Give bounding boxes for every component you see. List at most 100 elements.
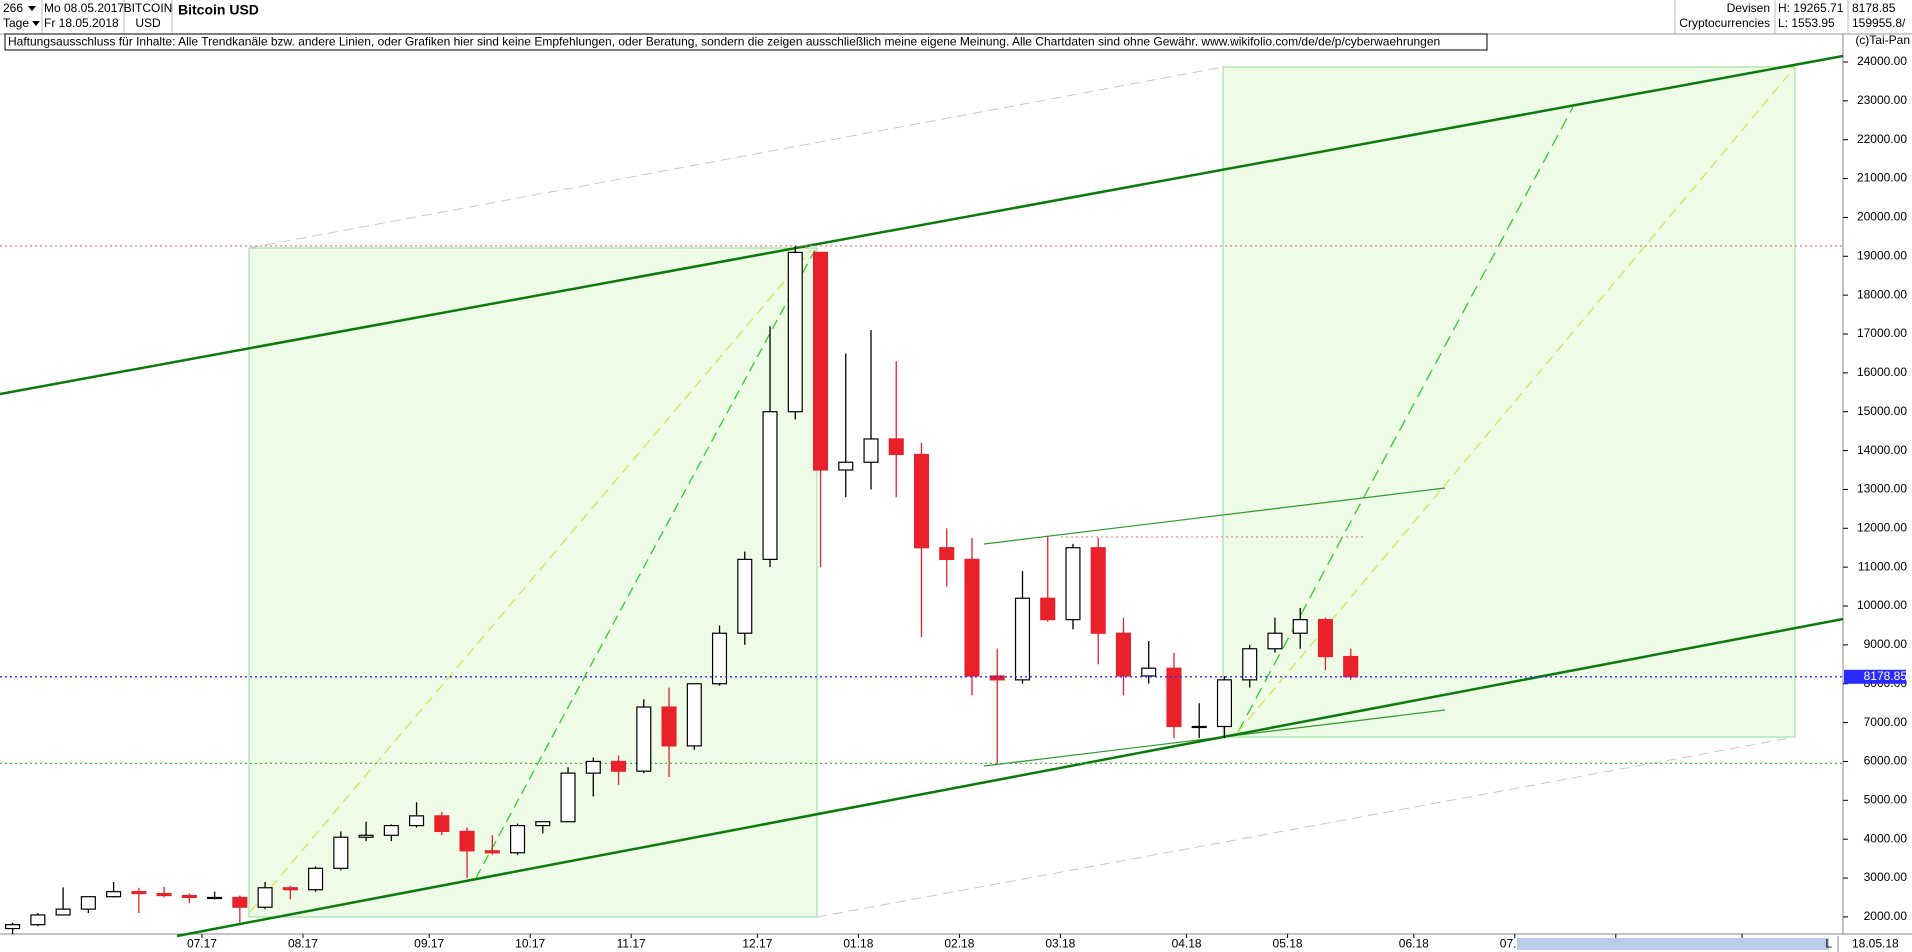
candle-body (156, 892, 172, 897)
projection-box (1222, 66, 1796, 738)
y-tick-label: 22000.00 (1857, 132, 1907, 146)
candle-body (5, 924, 21, 930)
y-tick-label: 15000.00 (1857, 404, 1907, 418)
candle-body (610, 760, 627, 772)
candle-body (308, 867, 324, 891)
dropdown-arrow[interactable] (28, 6, 36, 11)
candle-body (888, 438, 904, 456)
candle-body (1141, 667, 1157, 677)
dropdown-arrow[interactable] (32, 21, 40, 26)
candle-body (711, 632, 728, 685)
last-price-box (1844, 669, 1906, 684)
y-tick-label: 10000.00 (1857, 598, 1907, 612)
candle-body (913, 453, 930, 549)
candle-body (939, 547, 955, 560)
x-tick-label: 06.18 (1399, 937, 1429, 951)
y-tick-label: 12000.00 (1857, 520, 1907, 534)
candle-body (812, 251, 829, 471)
candle-body (484, 850, 500, 854)
candle-body (510, 824, 526, 854)
candle-body (1216, 679, 1233, 728)
date-to: Fr 18.05.2018 (44, 16, 119, 30)
chart-title: Bitcoin USD (178, 2, 259, 18)
candle-body (232, 896, 248, 908)
x-tick-label: 11.17 (617, 937, 646, 951)
candle-body (585, 760, 601, 774)
copyright: (c)Tai-Pan (1855, 33, 1910, 47)
period[interactable]: Tage (3, 16, 29, 30)
y-tick-label: 5000.00 (1864, 792, 1908, 806)
low: L: 1553.95 (1778, 16, 1835, 30)
dashed-line (475, 249, 816, 879)
y-tick-label: 13000.00 (1857, 482, 1907, 496)
y-tick-label: 24000.00 (1857, 54, 1907, 68)
candle-body (560, 772, 576, 823)
trend-line (983, 487, 1446, 545)
candle-body (257, 887, 273, 908)
symbol: BITCOIN (124, 1, 173, 15)
candle-body (661, 706, 677, 747)
candle-body (1191, 725, 1207, 729)
y-tick-label: 6000.00 (1864, 754, 1908, 768)
header-bar (0, 0, 1912, 34)
candle-body (1115, 632, 1132, 677)
candle-body (737, 558, 753, 634)
candle-body (333, 836, 349, 869)
x-tick-label: 05.18 (1273, 937, 1303, 951)
scrollbar[interactable] (1517, 938, 1829, 950)
dashed-line (249, 249, 812, 913)
y-tick-label: 19000.00 (1857, 248, 1907, 262)
x-tick-label: 09.17 (414, 937, 444, 951)
x-tick-label: 04.18 (1172, 937, 1202, 951)
candle-body (459, 830, 475, 852)
projection-box (248, 247, 818, 918)
count[interactable]: 266 (3, 1, 23, 15)
footer-date: 18.05.18 (1852, 937, 1899, 951)
candle-body (1014, 597, 1031, 681)
y-tick-label: 23000.00 (1857, 93, 1907, 107)
y-tick-label: 21000.00 (1857, 171, 1907, 185)
candle-body (686, 683, 702, 747)
candle-body (409, 815, 425, 827)
drawings (0, 54, 1844, 938)
dashed-line (816, 736, 1796, 918)
candle-body (30, 914, 46, 926)
candle-body (762, 411, 778, 560)
candle-body (989, 675, 1005, 681)
currency: USD (135, 16, 161, 30)
channel-lower (176, 617, 1844, 938)
x-tick-label: 08.17 (288, 937, 318, 951)
candle-body (1343, 655, 1359, 678)
y-tick-label: 2000.00 (1864, 909, 1908, 923)
y-tick-label: 17000.00 (1857, 326, 1907, 340)
disclaimer: Haftungsausschluss für Inhalte: Alle Tre… (8, 35, 1440, 49)
y-tick-label: 3000.00 (1864, 870, 1908, 884)
y-tick-label: 7000.00 (1864, 715, 1908, 729)
candle-body (1065, 547, 1081, 621)
candle-body (434, 815, 450, 833)
last: 8178.85 (1852, 1, 1896, 15)
x-tick-label: 03.18 (1045, 937, 1075, 951)
candle-body (1166, 667, 1182, 728)
candle-body (181, 894, 197, 899)
y-tick-label: 9000.00 (1864, 637, 1908, 651)
x-tick-label: 07.17 (187, 937, 217, 951)
candle-body (358, 834, 374, 838)
candle-body (80, 896, 96, 910)
candle-body (1040, 597, 1056, 621)
y-tick-label: 14000.00 (1857, 443, 1907, 457)
volume: 159955.8/ (1852, 16, 1906, 30)
candle-body (535, 821, 551, 827)
date-from: Mo 08.05.2017 (44, 1, 124, 15)
candle-body (787, 251, 803, 413)
candle-body (106, 891, 122, 898)
candle-body (1242, 648, 1258, 681)
y-tick-label: 11000.00 (1858, 559, 1907, 573)
candle-body (131, 891, 147, 895)
last-price-label: 8178.85 (1864, 669, 1908, 683)
x-tick-label: 01.18 (843, 937, 873, 951)
candle-body (282, 887, 298, 891)
footer-mark[interactable]: L (1825, 937, 1832, 951)
high: H: 19265.71 (1778, 1, 1844, 15)
